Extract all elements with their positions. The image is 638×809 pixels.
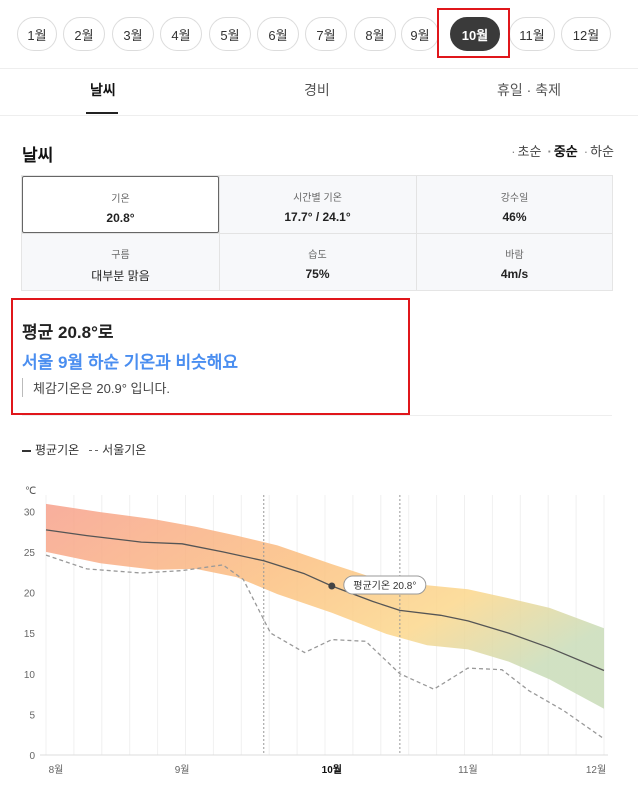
month-tab-3[interactable]: 3월	[112, 17, 154, 51]
y-tick-label: 25	[24, 548, 36, 559]
stat-value: 4m/s	[500, 267, 529, 281]
y-tick-label: 20	[24, 589, 36, 600]
tab-expenses[interactable]: 경비	[304, 82, 330, 98]
y-tick-label: 0	[29, 751, 35, 762]
y-tick-label: 5	[29, 710, 35, 721]
month-tab-1[interactable]: 1월	[17, 17, 57, 51]
x-tick-label: 12월	[586, 764, 606, 776]
weather-stats-grid: 기온 20.8° 시간별 기온 17.7° / 24.1° 강수일 46% 구름…	[21, 175, 613, 291]
summary-average: 평균 20.8°로	[22, 323, 114, 342]
legend-average: 평균기온	[22, 441, 79, 458]
grid-divider	[22, 233, 612, 234]
y-tick-label: 15	[24, 629, 36, 640]
stat-clouds[interactable]: 구름 대부분 맑음	[22, 233, 219, 290]
legend-seoul: 서울기온	[89, 441, 146, 458]
section-title: 날씨	[22, 146, 54, 165]
tooltip-box	[343, 575, 427, 595]
period-late[interactable]: · 하순	[583, 144, 614, 159]
summary-feels-like: 체감기온은 20.9° 입니다.	[22, 378, 170, 397]
divider	[22, 415, 612, 416]
temperature-summary: 평균 20.8°로 서울 9월 하순 기온과 비슷해요 체감기온은 20.9° …	[22, 318, 239, 397]
stat-value: 대부분 맑음	[91, 269, 150, 283]
period-options: · 초순 · 중순 · 하순	[511, 141, 614, 160]
stat-label: 구름	[111, 250, 130, 261]
month-selector: 1월 2월 3월 4월 5월 6월 7월 8월 9월 10월 11월 12월	[0, 0, 638, 69]
stat-value: 17.7° / 24.1°	[284, 210, 351, 224]
period-early[interactable]: · 초순	[511, 144, 542, 159]
x-tick-label: 11월	[458, 764, 478, 776]
y-axis-unit: ℃	[25, 486, 36, 497]
tab-bar: 날씨 경비 휴일 · 축제	[0, 68, 638, 116]
period-late-label: 하순	[590, 144, 614, 159]
stat-label: 습도	[308, 250, 327, 261]
summary-comparison: 서울 9월 하순 기온과 비슷해요	[22, 353, 239, 372]
period-early-label: 초순	[517, 144, 542, 159]
temperature-range-band	[46, 503, 604, 709]
stat-rain-days[interactable]: 강수일 46%	[416, 176, 613, 233]
active-tab-indicator	[86, 112, 118, 114]
month-tab-5[interactable]: 5월	[209, 17, 251, 51]
temperature-chart: ℃ 0 5 10 15 20 25 30 평균기온 20.8° 8월 9월 10월 11월 12월	[24, 486, 608, 776]
month-tab-4[interactable]: 4월	[160, 17, 202, 51]
month-tab-9[interactable]: 9월	[401, 17, 439, 51]
x-tick-label: 10월	[322, 764, 342, 776]
tooltip-label: 평균기온 20.8°	[353, 580, 416, 592]
stat-label: 시간별 기온	[293, 193, 342, 204]
x-tick-label: 8월	[49, 764, 64, 776]
stat-hourly-temperature[interactable]: 시간별 기온 17.7° / 24.1°	[219, 176, 416, 233]
tab-weather[interactable]: 날씨	[90, 82, 116, 98]
legend-average-label: 평균기온	[35, 443, 80, 457]
month-tab-11[interactable]: 11월	[509, 17, 555, 51]
stat-value: 46%	[502, 210, 527, 224]
period-mid[interactable]: · 중순	[547, 144, 578, 159]
stat-label: 기온	[111, 194, 130, 205]
month-tab-10[interactable]: 10월	[450, 17, 500, 51]
highlight-point	[328, 582, 336, 590]
stat-wind[interactable]: 바람 4m/s	[416, 233, 613, 290]
stat-label: 강수일	[500, 193, 529, 204]
solid-line-swatch	[22, 449, 31, 452]
month-tab-7[interactable]: 7월	[305, 17, 347, 51]
stat-value: 75%	[305, 267, 330, 281]
tab-holidays-festivals[interactable]: 휴일 · 축제	[497, 82, 561, 98]
month-tab-8[interactable]: 8월	[354, 17, 396, 51]
x-tick-label: 9월	[175, 764, 190, 776]
stat-humidity[interactable]: 습도 75%	[219, 233, 416, 290]
dashed-line-swatch	[89, 450, 99, 452]
legend-seoul-label: 서울기온	[102, 443, 147, 457]
chart-legend: 평균기온 서울기온	[22, 441, 146, 458]
period-mid-label: 중순	[553, 144, 578, 159]
stat-temperature[interactable]: 기온 20.8°	[22, 176, 219, 233]
y-tick-label: 10	[24, 670, 36, 681]
month-tab-6[interactable]: 6월	[257, 17, 299, 51]
month-tab-2[interactable]: 2월	[63, 17, 105, 51]
y-tick-label: 30	[24, 507, 36, 518]
stat-value: 20.8°	[106, 211, 135, 225]
stat-label: 바람	[505, 250, 524, 261]
month-tab-12[interactable]: 12월	[561, 17, 611, 51]
